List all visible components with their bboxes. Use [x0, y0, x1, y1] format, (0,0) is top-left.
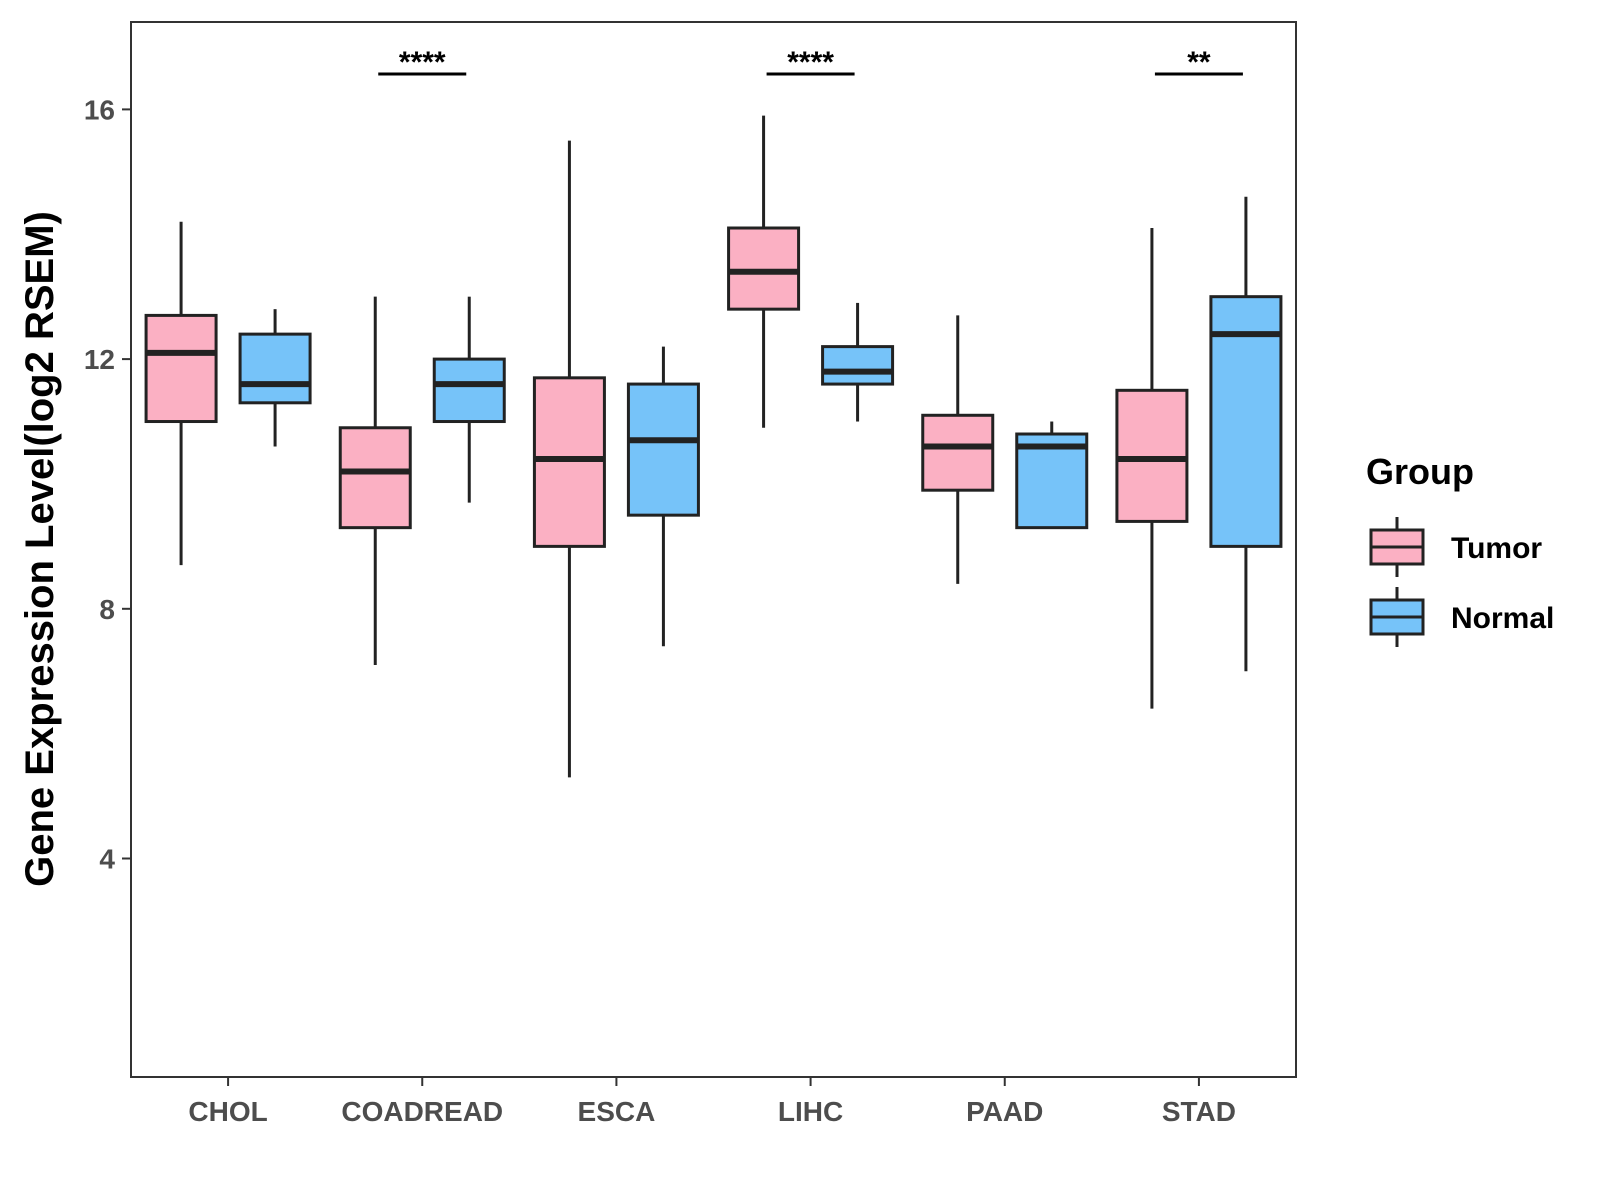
box-body: [626, 382, 700, 517]
significance-label: **: [1187, 46, 1211, 79]
box-tumor-coadread: [338, 296, 412, 665]
significance-label: ****: [399, 46, 446, 79]
x-axis: CHOL COADREAD ESCA LIHC PAAD STAD: [188, 1077, 1236, 1127]
x-tick-label: PAAD: [966, 1096, 1043, 1127]
box-body: [432, 357, 506, 424]
box-tumor-lihc: [727, 115, 801, 428]
box-normal-lihc: [821, 302, 895, 422]
box-body: [338, 426, 412, 530]
x-tick-label: CHOL: [188, 1096, 267, 1127]
box-normal-coadread: [432, 296, 506, 503]
legend: Group Tumor Normal: [1366, 451, 1554, 647]
box-layer: [144, 115, 1283, 778]
box-normal-paad: [1015, 421, 1089, 530]
box-body: [1209, 295, 1283, 548]
box-body: [532, 376, 606, 548]
box-normal-esca: [626, 346, 700, 647]
box-body: [144, 313, 218, 424]
y-tick-label: 4: [99, 844, 115, 875]
box-body: [821, 345, 895, 386]
x-tick-label: ESCA: [578, 1096, 656, 1127]
legend-item-tumor: Tumor: [1369, 517, 1542, 577]
box-body: [1015, 432, 1089, 530]
box-body: [1115, 388, 1189, 523]
box-normal-chol: [238, 309, 312, 447]
box-tumor-paad: [921, 315, 995, 584]
significance-layer: **** **** **: [378, 46, 1243, 79]
legend-label: Tumor: [1451, 532, 1542, 565]
legend-label: Normal: [1451, 602, 1554, 635]
plot-panel: [130, 21, 1297, 1078]
legend-title: Group: [1366, 451, 1474, 492]
y-tick-label: 8: [99, 594, 115, 625]
box-normal-stad: [1209, 196, 1283, 672]
legend-item-normal: Normal: [1369, 587, 1554, 647]
y-axis-title: Gene Expression Level(log2 RSEM): [18, 211, 62, 887]
y-axis: 4 8 12 16: [84, 94, 131, 875]
box-body: [238, 332, 312, 405]
y-tick-label: 16: [84, 94, 115, 125]
box-tumor-stad: [1115, 228, 1189, 709]
box-body: [727, 226, 801, 311]
box-tumor-chol: [144, 221, 218, 566]
x-tick-label: STAD: [1162, 1096, 1236, 1127]
significance-label: ****: [787, 46, 834, 79]
x-tick-label: LIHC: [778, 1096, 843, 1127]
box-body: [921, 413, 995, 492]
box-tumor-esca: [532, 140, 606, 778]
x-tick-label: COADREAD: [341, 1096, 503, 1127]
y-tick-label: 12: [84, 344, 115, 375]
